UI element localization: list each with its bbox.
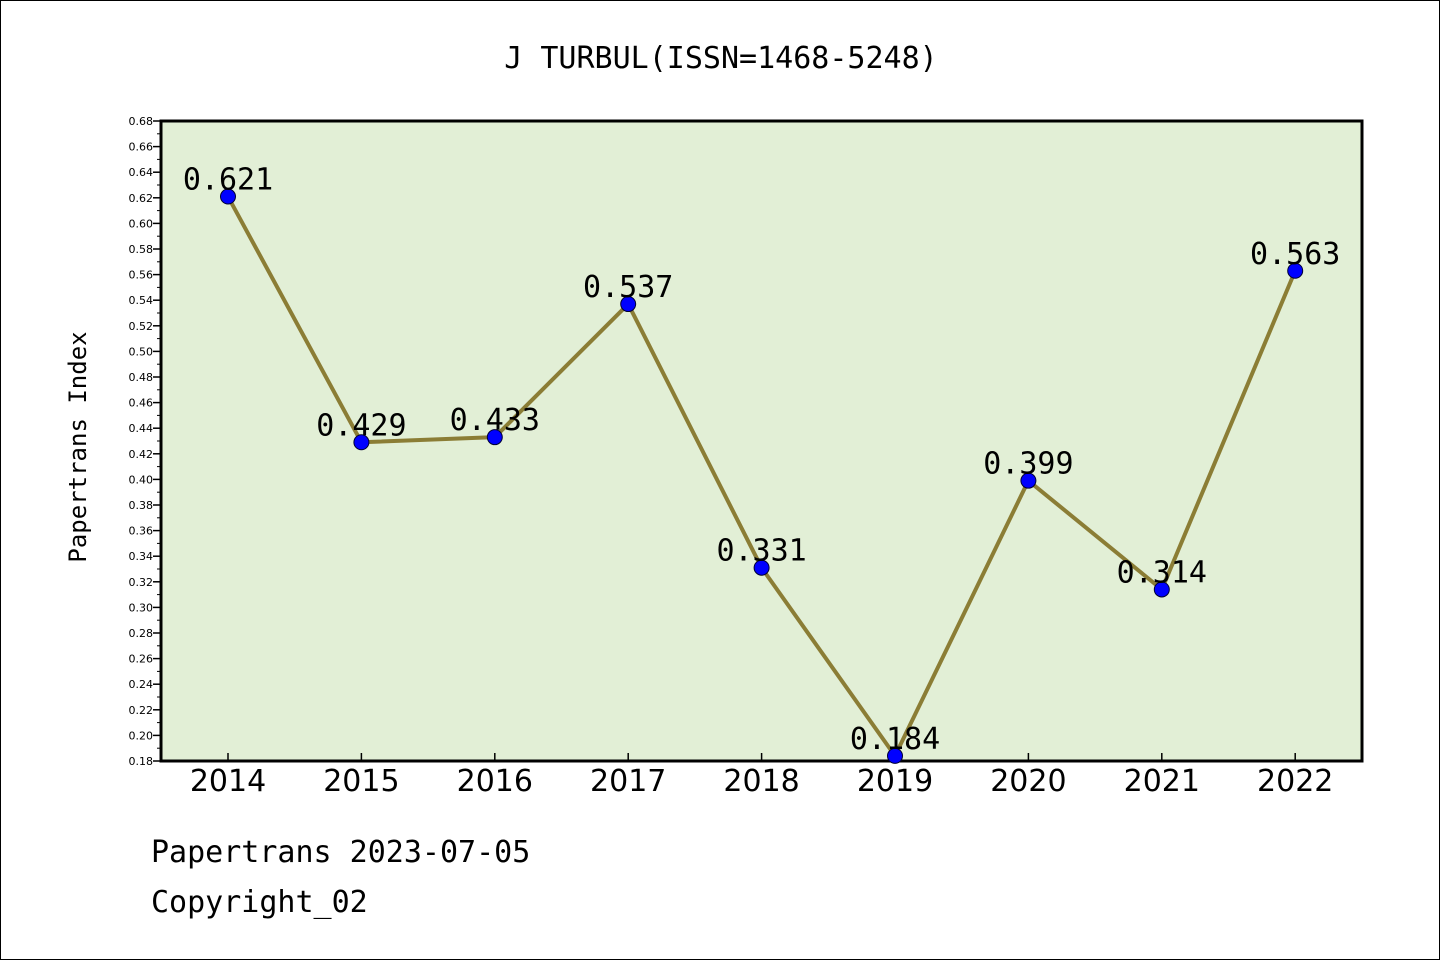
y-tick-label: 0.42	[129, 448, 154, 461]
x-tick-label: 2019	[857, 764, 933, 799]
y-tick-label: 0.52	[129, 320, 154, 333]
y-tick-label: 0.40	[129, 473, 154, 486]
x-tick-label: 2014	[190, 764, 266, 799]
y-tick-label: 0.56	[129, 269, 154, 282]
x-tick-label: 2021	[1124, 764, 1200, 799]
data-point	[220, 188, 236, 205]
y-tick-label: 0.18	[129, 755, 154, 768]
y-tick-label: 0.68	[129, 115, 154, 128]
y-tick-label: 0.34	[129, 550, 154, 563]
footer-copyright: Copyright_02	[151, 885, 368, 920]
data-point	[353, 434, 370, 451]
data-point	[620, 296, 637, 313]
data-point	[1153, 581, 1170, 598]
y-tick-label: 0.22	[129, 704, 154, 717]
data-label: 0.429	[316, 408, 406, 443]
x-axis: 2014 2015 2016 2017 2018 2019 2020 2021 2022	[190, 753, 1333, 799]
x-tick-label: 2022	[1257, 764, 1333, 799]
y-axis: 0.18 0.20 0.22 0.24 0.26 0.28 0.30 0.32 0.34 0.36…	[129, 115, 161, 768]
x-tick-label: 2017	[590, 764, 666, 799]
data-label: 0.563	[1250, 237, 1340, 272]
data-label: 0.184	[850, 722, 940, 757]
y-tick-label: 0.30	[129, 601, 154, 614]
y-tick-label: 0.48	[129, 371, 154, 384]
footer-date: Papertrans 2023-07-05	[151, 835, 531, 870]
data-point	[486, 429, 503, 446]
x-tick-label: 2018	[723, 764, 799, 799]
x-tick-label: 2020	[990, 764, 1066, 799]
data-label: 0.433	[450, 403, 540, 438]
data-point	[1287, 262, 1304, 279]
y-tick-label: 0.62	[129, 192, 154, 205]
data-label: 0.399	[983, 447, 1073, 482]
data-label: 0.314	[1117, 555, 1207, 590]
series-markers	[220, 188, 1304, 764]
y-tick-label: 0.44	[129, 422, 154, 435]
y-tick-label: 0.26	[129, 653, 154, 666]
data-labels: 0.621 0.429 0.433 0.537 0.331 0.184 0.399 0.314…	[183, 163, 1341, 757]
y-tick-label: 0.60	[129, 217, 154, 230]
y-tick-label: 0.66	[129, 141, 154, 154]
y-tick-label: 0.32	[129, 576, 154, 589]
y-tick-label: 0.20	[129, 729, 154, 742]
y-tick-label: 0.24	[129, 678, 154, 691]
x-tick-label: 2016	[457, 764, 533, 799]
x-tick-label: 2015	[323, 764, 399, 799]
data-point	[753, 559, 770, 576]
data-point	[1020, 472, 1037, 489]
data-label: 0.331	[716, 534, 806, 569]
y-tick-label: 0.36	[129, 525, 154, 538]
y-tick-label: 0.46	[129, 397, 154, 410]
data-label: 0.537	[583, 270, 673, 305]
data-point	[887, 747, 903, 764]
y-tick-label: 0.58	[129, 243, 154, 256]
chart-title: J TURBUL(ISSN=1468-5248)	[504, 41, 937, 76]
y-tick-label: 0.50	[129, 345, 154, 358]
y-tick-label: 0.28	[129, 627, 154, 640]
y-tick-label: 0.38	[129, 499, 154, 512]
y-axis-label: Papertrans Index	[64, 331, 92, 562]
y-tick-label: 0.54	[129, 294, 154, 307]
data-label: 0.621	[183, 163, 273, 198]
y-tick-label: 0.64	[129, 166, 154, 179]
